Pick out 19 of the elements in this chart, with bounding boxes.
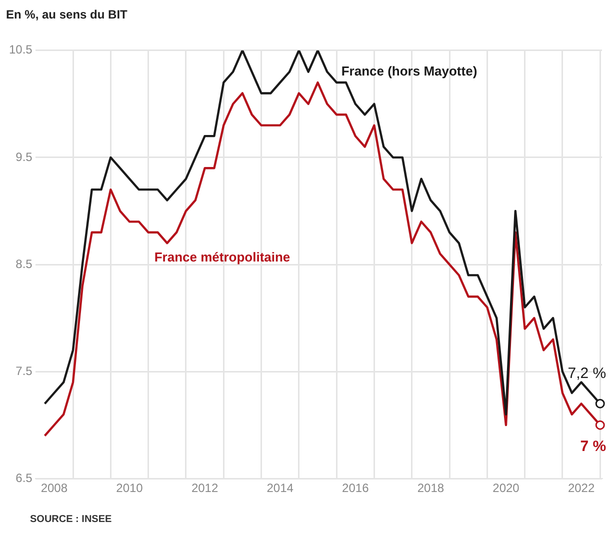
chart-title: En %, au sens du BIT — [6, 8, 128, 22]
annotation: 7 % — [580, 438, 606, 456]
x-tick-label: 2018 — [417, 481, 444, 496]
x-tick-label: 2016 — [342, 481, 370, 496]
x-tick-label: 2020 — [492, 481, 520, 496]
x-tick-label: 2022 — [568, 481, 595, 496]
y-tick-label: 7.5 — [16, 364, 33, 378]
y-tick-label: 6.5 — [16, 470, 33, 485]
x-tick-label: 2012 — [191, 481, 218, 496]
series-label: France (hors Mayotte) — [341, 63, 478, 78]
y-tick-label: 10.5 — [8, 42, 33, 57]
annotation: 7,2 % — [568, 364, 606, 382]
x-tick-label: 2010 — [116, 481, 144, 496]
source-note: SOURCE : INSEE — [30, 514, 112, 525]
series-label: France métropolitaine — [154, 250, 290, 265]
y-tick-label: 8.5 — [16, 256, 33, 271]
x-tick-label: 2008 — [40, 481, 68, 496]
y-tick-label: 9.5 — [16, 150, 33, 164]
x-tick-label: 2014 — [266, 481, 294, 496]
